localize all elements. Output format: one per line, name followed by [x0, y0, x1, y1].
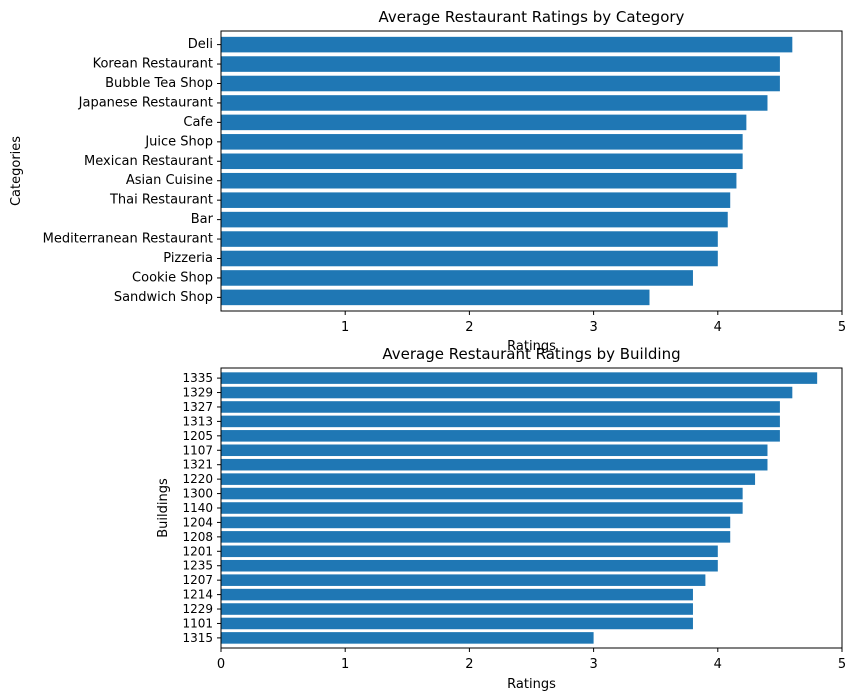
y-tick-label: Cafe: [183, 115, 213, 130]
y-tick-label: 1329: [182, 386, 213, 400]
chart-title: Average Restaurant Ratings by Category: [379, 8, 685, 26]
bar: [221, 231, 718, 247]
y-tick-label: 1207: [182, 573, 213, 587]
bar: [221, 56, 780, 72]
y-tick-label: Juice Shop: [144, 134, 213, 149]
y-tick-label: Thai Restaurant: [109, 193, 213, 208]
bar: [221, 415, 780, 428]
y-axis-label: Buildings: [156, 478, 171, 538]
x-tick-label: 3: [589, 320, 597, 335]
y-tick-label: Deli: [188, 37, 213, 52]
x-tick-label: 2: [465, 657, 473, 672]
y-tick-label: 1300: [182, 487, 213, 501]
y-tick-label: Bubble Tea Shop: [105, 76, 213, 91]
bar: [221, 603, 693, 615]
y-tick-label: 1205: [182, 429, 213, 443]
bar: [221, 36, 793, 53]
y-tick-label: 1208: [182, 530, 213, 544]
y-tick-label: 1220: [182, 472, 213, 486]
y-tick-label: Pizzeria: [163, 251, 213, 266]
x-axis-label: Ratings: [507, 677, 556, 692]
x-tick-label: 5: [838, 657, 846, 672]
bar: [221, 192, 731, 208]
y-tick-label: 1335: [182, 371, 213, 385]
bar: [221, 632, 594, 644]
bar: [221, 401, 780, 413]
y-tick-label: 1229: [182, 602, 213, 616]
bar: [221, 473, 756, 485]
plot-frame: [220, 30, 843, 312]
x-axis-label: Ratings: [507, 339, 556, 354]
y-tick-label: 1101: [182, 616, 213, 630]
bar: [221, 270, 693, 286]
y-tick-label: 1107: [182, 443, 213, 457]
bar: [221, 134, 743, 150]
x-tick-label: 1: [341, 657, 349, 672]
x-tick-label: 1: [341, 320, 349, 335]
y-tick-label: Korean Restaurant: [93, 57, 213, 72]
bar: [221, 458, 768, 471]
plot-frame: [220, 367, 843, 649]
x-tick-label: 4: [714, 657, 722, 672]
x-tick-label: 4: [714, 320, 722, 335]
y-tick-label: Mexican Restaurant: [84, 154, 213, 169]
bar: [221, 430, 780, 442]
y-tick-label: 1235: [182, 559, 213, 573]
x-tick-label: 3: [589, 657, 597, 672]
y-tick-label: 1140: [182, 501, 213, 515]
bar: [221, 95, 768, 111]
y-tick-label: Asian Cuisine: [126, 173, 213, 188]
y-tick-label: Bar: [191, 212, 214, 227]
y-tick-label: Sandwich Shop: [114, 290, 213, 305]
y-tick-label: 1201: [182, 544, 213, 558]
bar: [221, 114, 747, 131]
bar: [221, 172, 737, 189]
bar: [221, 531, 731, 543]
y-tick-label: Mediterranean Restaurant: [43, 232, 213, 247]
bar: [221, 574, 706, 586]
y-tick-label: 1204: [182, 515, 213, 529]
x-tick-label: 5: [838, 320, 846, 335]
y-axis-label: Categories: [9, 136, 24, 206]
bar: [221, 502, 743, 514]
bar: [221, 386, 793, 399]
bar: [221, 444, 768, 457]
y-tick-label: 1327: [182, 400, 213, 414]
bar: [221, 559, 718, 572]
y-tick-label: 1313: [182, 414, 213, 428]
bar: [221, 516, 731, 529]
bar: [221, 289, 650, 306]
y-tick-label: Japanese Restaurant: [78, 95, 213, 110]
bar: [221, 545, 718, 558]
bar: [221, 372, 818, 384]
y-tick-label: Cookie Shop: [132, 270, 213, 285]
bar: [221, 250, 718, 267]
bar: [221, 617, 693, 630]
y-tick-label: 1315: [182, 631, 213, 645]
bar: [221, 153, 743, 170]
chart-title: Average Restaurant Ratings by Building: [382, 345, 680, 363]
bar: [221, 211, 728, 228]
bar: [221, 487, 743, 500]
x-tick-label: 2: [465, 320, 473, 335]
y-tick-label: 1214: [182, 588, 213, 602]
y-tick-label: 1321: [182, 458, 213, 472]
bar: [221, 588, 693, 601]
x-tick-label: 0: [217, 657, 225, 672]
bar: [221, 75, 780, 92]
